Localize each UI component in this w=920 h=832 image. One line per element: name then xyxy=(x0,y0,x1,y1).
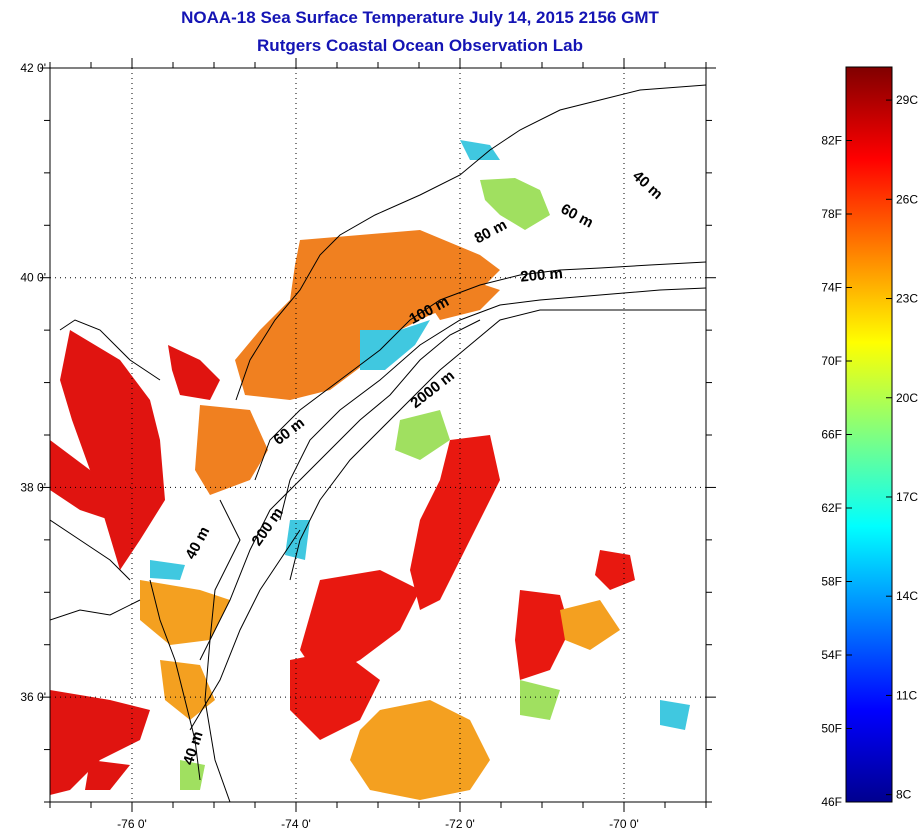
isobath-line xyxy=(254,261,706,481)
isobath-line xyxy=(59,319,161,381)
colorbar-f-label: 78F xyxy=(821,207,842,221)
isobath-label: 60 m xyxy=(270,414,307,448)
sst-patch xyxy=(480,178,550,230)
map-content xyxy=(50,84,706,802)
isobath-line xyxy=(289,309,706,581)
isobath-line xyxy=(50,599,141,621)
colorbar xyxy=(845,66,893,803)
colorbar-c-label: 23C xyxy=(896,292,918,306)
isobath-label: 40 m xyxy=(629,167,666,203)
isobath-line xyxy=(149,579,201,781)
sst-patch xyxy=(235,230,500,400)
sst-patch xyxy=(285,520,310,560)
sst-patch xyxy=(520,680,560,720)
colorbar-c-label: 20C xyxy=(896,391,918,405)
sst-patch xyxy=(395,410,450,460)
lon-tick-label: -76 0' xyxy=(117,817,147,831)
lon-tick-label: -74 0' xyxy=(281,817,311,831)
isobath-label: 2000 m xyxy=(407,367,458,412)
colorbar-c-label: 29C xyxy=(896,93,918,107)
sst-patch xyxy=(85,760,130,790)
colorbar-c-label: 14C xyxy=(896,589,918,603)
map-subtitle: Rutgers Coastal Ocean Observation Lab xyxy=(257,36,583,55)
isobath-line xyxy=(189,529,301,731)
isobath-line xyxy=(235,84,706,401)
sst-patch xyxy=(290,650,380,740)
isobath-label: 200 m xyxy=(249,504,287,549)
lat-tick-label: 36 0' xyxy=(20,690,46,704)
sst-patch xyxy=(140,580,230,645)
colorbar-f-label: 54F xyxy=(821,648,842,662)
colorbar-c-label: 17C xyxy=(896,490,918,504)
sst-patch xyxy=(50,690,150,795)
lon-tick-label: -72 0' xyxy=(445,817,475,831)
sst-patch xyxy=(195,405,268,495)
colorbar-c-label: 8C xyxy=(896,788,912,802)
lat-tick-label: 42 0' xyxy=(20,61,46,75)
isobath-line xyxy=(204,499,241,802)
sst-patch xyxy=(50,440,115,520)
sst-patch xyxy=(460,140,500,160)
sst-patch xyxy=(60,330,165,570)
isobath-line xyxy=(279,287,706,521)
colorbar-f-label: 62F xyxy=(821,501,842,515)
sst-patch xyxy=(168,345,220,400)
sst-patch xyxy=(595,550,635,590)
sst-patch xyxy=(410,435,500,610)
colorbar-f-label: 74F xyxy=(821,281,842,295)
map-title: NOAA-18 Sea Surface Temperature July 14,… xyxy=(181,8,659,27)
isobath-label: 60 m xyxy=(558,201,596,232)
colorbar-f-label: 82F xyxy=(821,134,842,148)
isobath-label: 80 m xyxy=(472,216,510,247)
isobath-label: 40 m xyxy=(182,524,213,562)
colorbar-c-label: 11C xyxy=(896,688,917,702)
sst-patch xyxy=(150,560,185,580)
colorbar-f-label: 66F xyxy=(821,428,842,442)
colorbar-f-label: 46F xyxy=(821,795,842,809)
lon-tick-label: -70 0' xyxy=(609,817,639,831)
sst-patch xyxy=(350,700,490,800)
sst-patch xyxy=(360,320,430,370)
isobath-label: 200 m xyxy=(520,265,564,286)
isobath-line xyxy=(50,519,131,581)
sst-patch xyxy=(160,660,215,720)
sst-patch xyxy=(515,590,570,680)
isobath-label: 40 m xyxy=(180,729,207,767)
lat-tick-label: 38 0' xyxy=(20,480,46,494)
isobath-line xyxy=(199,319,481,661)
colorbar-c-label: 26C xyxy=(896,192,918,206)
sst-patch xyxy=(560,600,620,650)
colorbar-f-label: 58F xyxy=(821,575,842,589)
colorbar-f-label: 70F xyxy=(821,354,842,368)
sst-patch xyxy=(660,700,690,730)
lat-tick-label: 40 0' xyxy=(20,271,46,285)
colorbar-f-label: 50F xyxy=(821,722,842,736)
sst-patch xyxy=(420,280,500,320)
